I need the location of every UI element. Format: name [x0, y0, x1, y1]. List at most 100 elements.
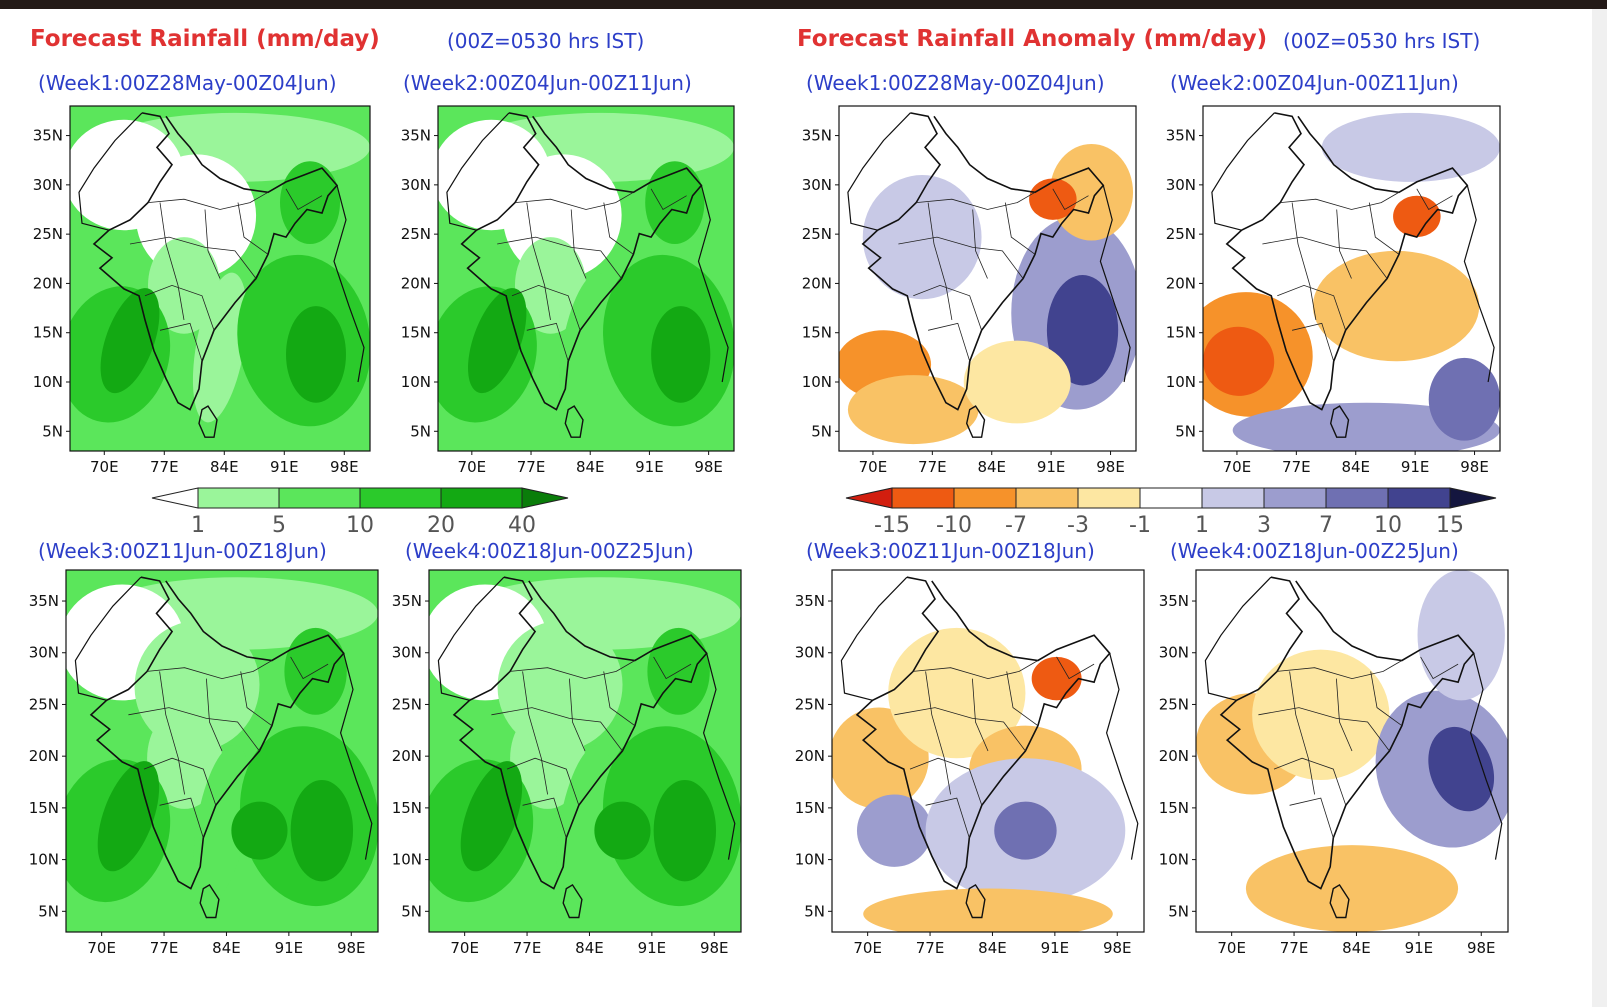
- lat-label: 15N: [33, 324, 63, 342]
- lat-label: 25N: [29, 695, 59, 713]
- lon-label: 98E: [1103, 939, 1132, 957]
- lon-label: 77E: [513, 939, 542, 957]
- lat-label: 10N: [1159, 851, 1189, 869]
- rain-week3-title: (Week3:00Z11Jun-00Z18Jun): [38, 539, 327, 563]
- rain-week2-title: (Week2:00Z04Jun-00Z11Jun): [403, 71, 692, 95]
- anomaly-colorbar-label: -7: [1005, 513, 1027, 538]
- lon-label: 98E: [700, 939, 729, 957]
- lon-label: 98E: [330, 458, 359, 476]
- top-border: [0, 0, 1607, 9]
- rainfall-colorbar-swatch: [359, 487, 442, 509]
- rain-week4-map: 35N 30N 25N 20N 15N 10N 5N 70E 77E 84E 91E 98E: [392, 569, 742, 957]
- lon-label: 84E: [977, 458, 1006, 476]
- lon-label: 98E: [694, 458, 723, 476]
- lat-label: 25N: [1166, 225, 1196, 243]
- rain-week1-map: 35N 30N 25N 20N 15N 10N 5N 70E 77E 84E 91E 98E: [33, 105, 371, 476]
- anomaly-colorbar-label: 10: [1374, 513, 1402, 538]
- anomaly-colorbar-label: 3: [1257, 513, 1271, 538]
- rainfall-colorbar-label: 40: [508, 513, 536, 538]
- lat-label: 15N: [802, 324, 832, 342]
- lon-label: 84E: [1341, 458, 1370, 476]
- lat-label: 10N: [795, 851, 825, 869]
- lat-label: 20N: [802, 274, 832, 292]
- anom-week2-title: (Week2:00Z04Jun-00Z11Jun): [1170, 71, 1459, 95]
- anomaly-colorbar-label: -1: [1129, 513, 1151, 538]
- anomaly-colorbar-swatch: [1263, 487, 1327, 509]
- lon-label: 84E: [1342, 939, 1371, 957]
- lon-label: 91E: [270, 458, 299, 476]
- lat-label: 15N: [795, 799, 825, 817]
- rainfall-colorbar-label: 5: [272, 513, 286, 538]
- lon-label: 84E: [212, 939, 241, 957]
- anomaly-title: Forecast Rainfall Anomaly (mm/day): [797, 26, 1268, 52]
- lat-label: 30N: [1166, 176, 1196, 194]
- lat-label: 5N: [38, 902, 59, 920]
- lat-label: 20N: [392, 747, 422, 765]
- anomaly-colorbar-swatch: [1201, 487, 1265, 509]
- rainfall-colorbar-label: 20: [427, 513, 455, 538]
- lat-label: 5N: [42, 422, 63, 440]
- lat-label: 35N: [802, 127, 832, 145]
- anomaly-colorbar-swatch: [953, 487, 1017, 509]
- lat-label: 30N: [401, 176, 431, 194]
- lon-label: 77E: [517, 458, 546, 476]
- anomaly-colorbar-label: -3: [1067, 513, 1089, 538]
- lat-label: 20N: [1159, 747, 1189, 765]
- lon-label: 91E: [275, 939, 304, 957]
- lat-label: 35N: [795, 592, 825, 610]
- lon-label: 84E: [978, 939, 1007, 957]
- lat-label: 30N: [29, 644, 59, 662]
- lon-label: 77E: [918, 458, 947, 476]
- lat-label: 5N: [401, 902, 422, 920]
- lon-label: 70E: [87, 939, 116, 957]
- anom-week4-title: (Week4:00Z18Jun-00Z25Jun): [1170, 539, 1459, 563]
- lon-label: 70E: [859, 458, 888, 476]
- anomaly-colorbar-label: 15: [1436, 513, 1464, 538]
- lat-label: 10N: [802, 373, 832, 391]
- anom-week3-map: 35N 30N 25N 20N 15N 10N 5N 70E 77E 84E 91E 98E: [795, 569, 1145, 957]
- anomaly-colorbar-swatch: [1139, 487, 1203, 509]
- lon-label: 91E: [1041, 939, 1070, 957]
- lon-label: 98E: [1460, 458, 1489, 476]
- lat-label: 25N: [795, 695, 825, 713]
- lon-label: 77E: [1280, 939, 1309, 957]
- anomaly-colorbar-swatch: [891, 487, 955, 509]
- lat-label: 25N: [802, 225, 832, 243]
- lon-label: 70E: [90, 458, 119, 476]
- lon-label: 84E: [210, 458, 239, 476]
- lat-label: 15N: [1159, 799, 1189, 817]
- lat-label: 35N: [1159, 592, 1189, 610]
- lon-label: 77E: [1282, 458, 1311, 476]
- lat-label: 35N: [33, 127, 63, 145]
- rainfall-colorbar-label: 10: [346, 513, 374, 538]
- rain-week3-map: 35N 30N 25N 20N 15N 10N 5N 70E 77E 84E 91E 98E: [29, 569, 379, 957]
- lon-label: 77E: [150, 458, 179, 476]
- anomaly-colorbar-swatch: [1325, 487, 1389, 509]
- lat-label: 5N: [811, 422, 832, 440]
- lat-label: 35N: [392, 592, 422, 610]
- lat-label: 5N: [410, 422, 431, 440]
- anomaly-time-note: (00Z=0530 hrs IST): [1283, 29, 1481, 53]
- lat-label: 5N: [1168, 902, 1189, 920]
- lon-label: 91E: [1401, 458, 1430, 476]
- anomaly-colorbar: -15 -10 -7 -3 -1 1 3 7 10 15: [845, 487, 1497, 548]
- lon-label: 91E: [635, 458, 664, 476]
- lat-label: 15N: [29, 799, 59, 817]
- scrollbar-track[interactable]: [1592, 9, 1607, 1007]
- anom-week4-map: 35N 30N 25N 20N 15N 10N 5N 70E 77E 84E 91E 98E: [1159, 569, 1509, 957]
- rainfall-colorbar-swatch: [197, 487, 280, 509]
- lat-label: 10N: [29, 851, 59, 869]
- anomaly-colorbar-label: -15: [874, 513, 910, 538]
- lat-label: 10N: [401, 373, 431, 391]
- lat-label: 30N: [392, 644, 422, 662]
- lon-label: 98E: [1467, 939, 1496, 957]
- lat-label: 35N: [29, 592, 59, 610]
- lon-label: 98E: [1096, 458, 1125, 476]
- anom-week3-title: (Week3:00Z11Jun-00Z18Jun): [806, 539, 1095, 563]
- anom-week1-map: 35N 30N 25N 20N 15N 10N 5N 70E 77E 84E 91E 98E: [802, 105, 1137, 476]
- lon-label: 91E: [1037, 458, 1066, 476]
- lat-label: 20N: [401, 274, 431, 292]
- rainfall-colorbar-label: 1: [191, 513, 205, 538]
- lon-label: 70E: [1217, 939, 1246, 957]
- lon-label: 70E: [1223, 458, 1252, 476]
